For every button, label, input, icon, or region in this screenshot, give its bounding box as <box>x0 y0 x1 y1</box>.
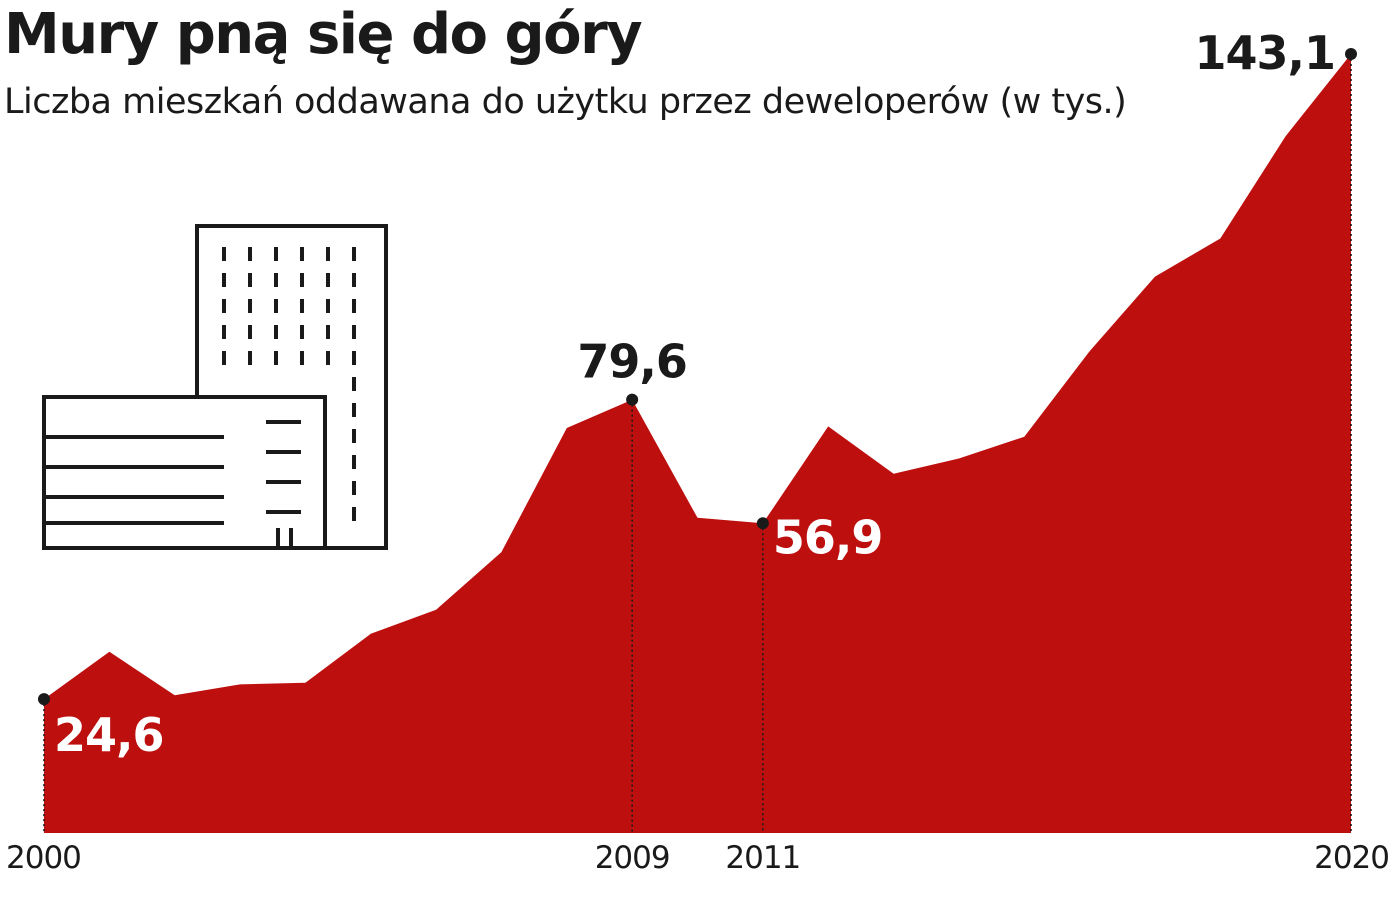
area-layer <box>44 54 1351 833</box>
apartment-buildings-icon <box>42 224 388 550</box>
point-marker-2011 <box>756 517 769 530</box>
area-series <box>44 54 1351 833</box>
x-tick-2000: 2000 <box>6 840 81 876</box>
x-tick-2020: 2020 <box>1314 840 1389 876</box>
point-marker-2020 <box>1345 48 1357 60</box>
chart-title: Mury pną się do góry <box>4 2 643 67</box>
x-tick-2011: 2011 <box>725 840 800 876</box>
point-marker-2009 <box>626 393 639 406</box>
point-markers <box>38 48 1357 706</box>
value-label-2020: 143,1 <box>1194 26 1335 80</box>
guide-lines <box>43 54 1352 833</box>
chart-subtitle: Liczba mieszkań oddawana do użytku przez… <box>4 82 1127 122</box>
value-label-2000: 24,6 <box>54 708 164 762</box>
point-marker-2000 <box>38 693 50 706</box>
value-label-2011: 56,9 <box>773 510 883 564</box>
value-label-2009: 79,6 <box>577 335 687 389</box>
value-labels: 24,6 79,6 56,9 143,1 <box>54 26 1336 762</box>
x-tick-2009: 2009 <box>595 840 670 876</box>
x-axis-ticks: 2000 2009 2011 2020 <box>6 840 1390 876</box>
